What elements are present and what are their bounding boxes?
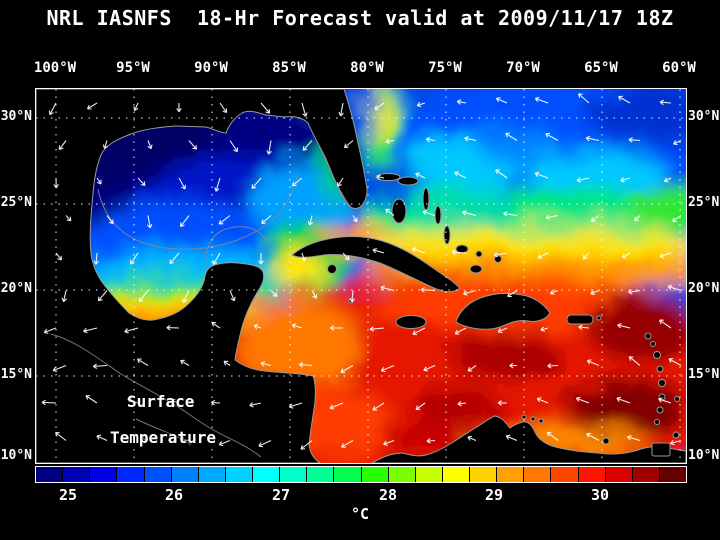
lon-tick-label: 80°W <box>350 60 384 76</box>
land-puerto-rico <box>566 314 594 325</box>
colorbar-segment <box>361 467 388 482</box>
land-north-central-america <box>36 89 368 463</box>
colorbar-tick-label: 30 <box>590 486 610 504</box>
lon-tick-label: 75°W <box>428 60 462 76</box>
colorbar-segment <box>632 467 659 482</box>
lat-tick-label: 30°N <box>688 109 720 124</box>
colorbar-tick-label: 29 <box>484 486 504 504</box>
colorbar-segment <box>470 467 497 482</box>
lat-tick-label: 30°N <box>0 109 32 124</box>
page-title: NRL IASNFS 18-Hr Forecast valid at 2009/… <box>46 6 674 30</box>
colorbar-segment <box>578 467 605 482</box>
land-isle-of-youth <box>327 264 337 274</box>
colorbar-segment <box>36 467 63 482</box>
land-jamaica <box>395 315 427 329</box>
isobath-contours <box>50 148 352 458</box>
land-trinidad <box>651 442 671 457</box>
lon-tick-label: 70°W <box>506 60 540 76</box>
colorbar-tick-label: 27 <box>271 486 291 504</box>
colorbar-segment <box>659 467 686 482</box>
colorbar-segment <box>334 467 361 482</box>
land-tobago <box>672 431 680 439</box>
colorbar-segment <box>307 467 334 482</box>
colorbar-tick-label: 26 <box>164 486 184 504</box>
wind-vector-arrows <box>41 93 682 450</box>
colorbar <box>35 466 687 483</box>
lon-tick-label: 65°W <box>584 60 618 76</box>
land-margarita <box>602 437 610 445</box>
colorbar-segment <box>253 467 280 482</box>
colorbar-segment <box>415 467 442 482</box>
lat-tick-label: 25°N <box>0 195 32 210</box>
lon-tick-label: 60°W <box>662 60 696 76</box>
colorbar-unit-label: °C <box>350 505 370 523</box>
overlay-label-surface: Surface <box>127 392 195 411</box>
colorbar-segment <box>144 467 171 482</box>
colorbar-segment <box>63 467 90 482</box>
colorbar-segment <box>551 467 578 482</box>
overlay-label-temperature: Temperature <box>110 428 216 447</box>
colorbar-segment <box>524 467 551 482</box>
sst-map <box>36 89 686 463</box>
lon-tick-label: 95°W <box>116 60 150 76</box>
colorbar-segment <box>497 467 524 482</box>
lon-tick-label: 85°W <box>272 60 306 76</box>
land-south-america <box>371 415 686 463</box>
lat-tick-label: 20°N <box>688 281 720 296</box>
colorbar-segment <box>280 467 307 482</box>
land-cuba <box>291 236 461 293</box>
land-lesser-antilles <box>644 332 680 425</box>
lon-tick-label: 90°W <box>194 60 228 76</box>
colorbar-segment <box>90 467 117 482</box>
colorbar-segment <box>171 467 198 482</box>
lat-tick-label: 15°N <box>0 367 32 382</box>
colorbar-segment <box>117 467 144 482</box>
colorbar-tick-label: 28 <box>378 486 398 504</box>
colorbar-segment <box>442 467 469 482</box>
colorbar-segment <box>605 467 632 482</box>
lon-tick-label: 100°W <box>33 60 77 76</box>
landmasses <box>36 89 686 463</box>
lat-tick-label: 25°N <box>688 195 720 210</box>
land-virgin-islands <box>596 315 602 321</box>
land-hispaniola <box>455 292 551 330</box>
colorbar-tick-label: 25 <box>58 486 78 504</box>
colorbar-segment <box>198 467 225 482</box>
lat-tick-label: 10°N <box>0 448 32 463</box>
lat-tick-label: 15°N <box>688 367 720 382</box>
colorbar-segment <box>388 467 415 482</box>
colorbar-segment <box>225 467 252 482</box>
lat-tick-label: 20°N <box>0 281 32 296</box>
map-frame <box>35 88 687 464</box>
lat-tick-label: 10°N <box>688 448 720 463</box>
